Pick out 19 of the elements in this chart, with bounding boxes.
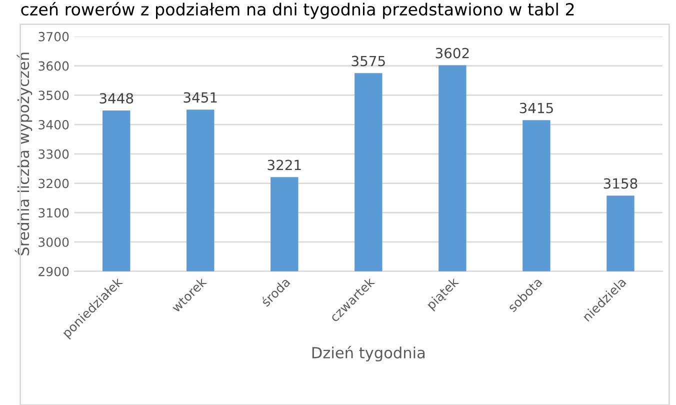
y-tick-label: 3600 <box>38 61 69 71</box>
data-label: 3448 <box>100 93 134 104</box>
data-label: 3158 <box>604 178 638 189</box>
x-axis-title: Dzień tygodnia <box>312 346 425 362</box>
text: czeń rowerów z podziałem na dni tygodnia przedstawiono w tabl 2 <box>21 2 574 19</box>
y-tick-label: 3200 <box>38 178 69 188</box>
data-label: 3221 <box>268 160 301 170</box>
data-label: 3575 <box>352 56 385 66</box>
y-axis-title: Średnia liczba wypożyczeń <box>14 52 32 256</box>
data-label: 3451 <box>184 92 217 103</box>
y-tick-label: 2900 <box>38 266 69 276</box>
y-tick-label: 3500 <box>38 90 69 100</box>
y-tick-label: 3300 <box>38 149 69 159</box>
data-label: 3415 <box>520 102 553 114</box>
y-tick-label: 3000 <box>38 237 69 247</box>
y-tick-label: 3700 <box>38 32 69 42</box>
y-tick-label: 3100 <box>38 208 69 218</box>
data-label: 3602 <box>436 48 469 58</box>
y-tick-label: 3400 <box>38 120 69 130</box>
